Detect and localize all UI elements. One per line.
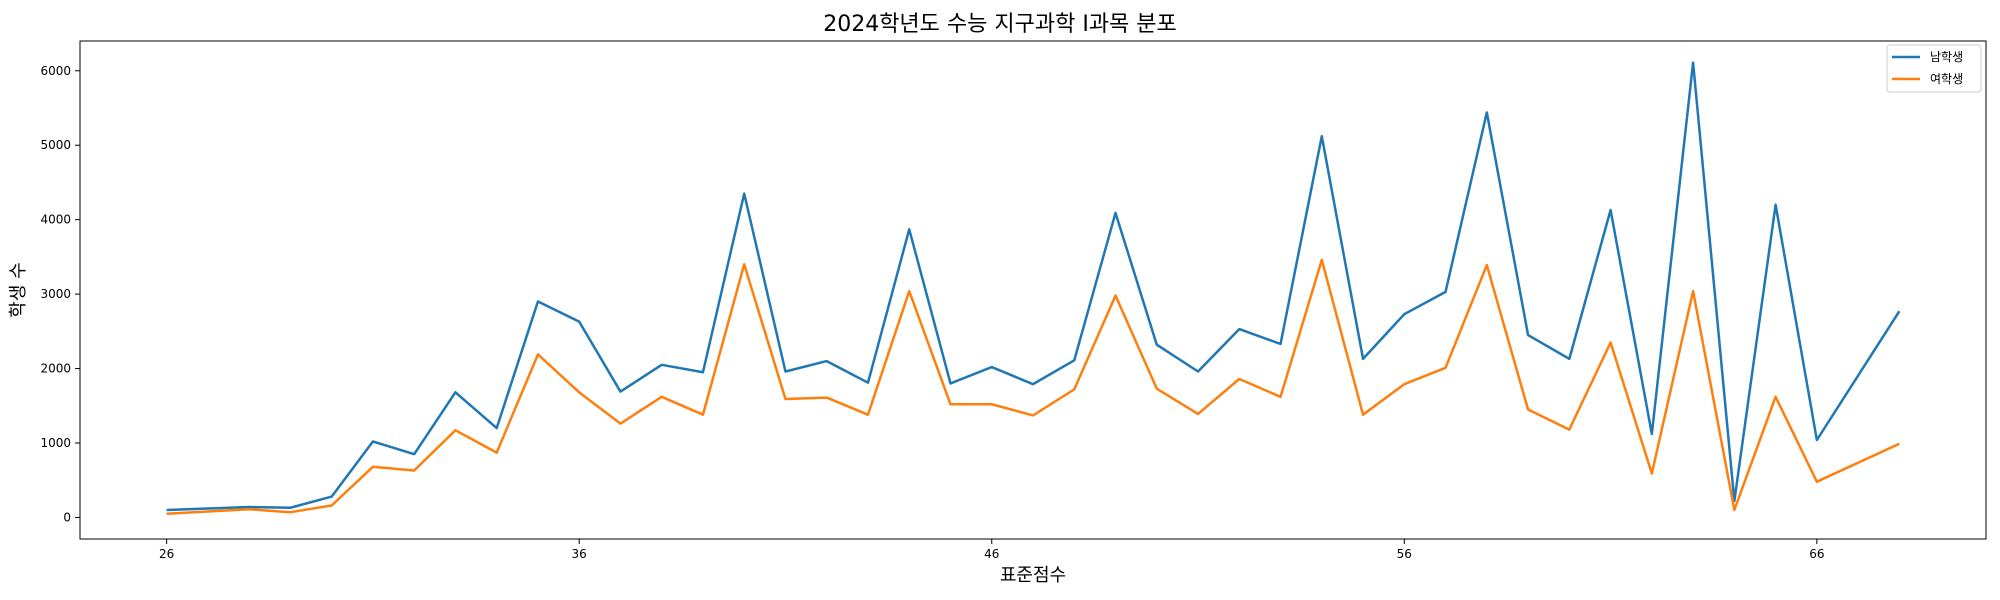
legend: 남학생 여학생 bbox=[1887, 45, 1981, 92]
legend-label-1: 여학생 bbox=[1930, 72, 1963, 86]
y-tick-label: 2000 bbox=[40, 362, 71, 376]
x-tick-label: 36 bbox=[572, 547, 587, 561]
x-tick-label: 26 bbox=[159, 547, 174, 561]
legend-label-0: 남학생 bbox=[1930, 50, 1963, 64]
y-tick-label: 0 bbox=[63, 510, 71, 524]
x-axis-label: 표준점수 bbox=[1000, 565, 1066, 586]
x-tick-label: 56 bbox=[1397, 547, 1412, 561]
y-tick-label: 1000 bbox=[40, 436, 71, 450]
y-tick-label: 5000 bbox=[40, 138, 71, 152]
x-tick-label: 46 bbox=[984, 547, 999, 561]
x-tick-label: 66 bbox=[1809, 547, 1824, 561]
y-axis-label: 학생 수 bbox=[8, 262, 29, 317]
y-tick-label: 6000 bbox=[40, 64, 71, 78]
y-tick-label: 4000 bbox=[40, 213, 71, 227]
y-tick-label: 3000 bbox=[40, 287, 71, 301]
chart-title: 2024학년도 수능 지구과학 I과목 분포 bbox=[823, 12, 1177, 37]
